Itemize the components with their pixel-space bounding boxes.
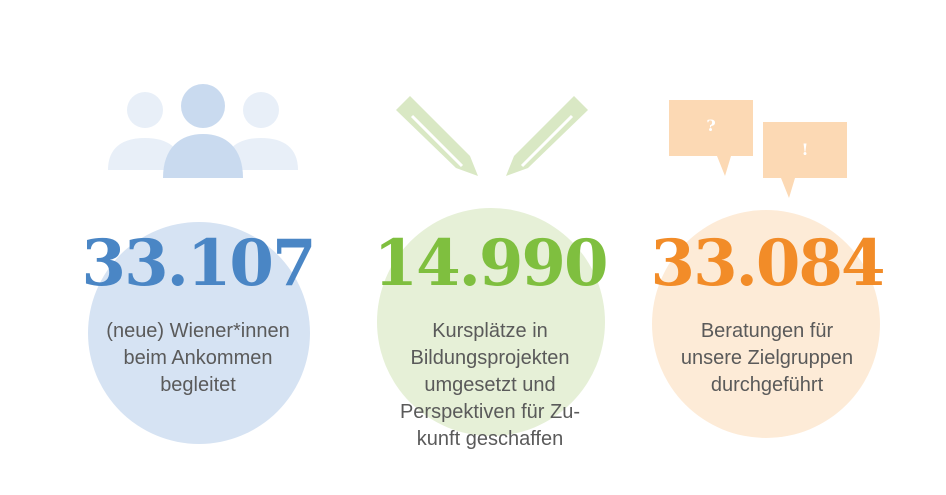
people-icon — [108, 84, 298, 178]
description-line: umgesetzt und — [424, 374, 556, 396]
description-line: Perspektiven für Zu- — [399, 401, 581, 423]
question-mark-glyph: ? — [706, 116, 716, 135]
stat-number: 33.107 — [81, 226, 317, 301]
description-line: begleitet — [160, 374, 236, 396]
description-line: Beratungen für — [700, 320, 834, 342]
description-line: (neue) Wiener*innen — [106, 320, 290, 342]
stat-circle-courses — [377, 208, 605, 436]
stat-number: 14.990 — [373, 226, 609, 301]
exclamation-mark-glyph: ! — [801, 140, 809, 159]
pencils-icon — [396, 96, 588, 176]
description-line: Kursplätze in — [432, 320, 548, 342]
description-line: Bildungsprojekten — [410, 347, 570, 369]
stat-consultations: ? ! 33.084 Beratungen für unsere Zielgru… — [617, 0, 917, 495]
stat-description: (neue) Wiener*innen beim Ankommen beglei… — [48, 318, 348, 399]
description-line: kunft geschaffen — [416, 428, 564, 450]
stat-description: Beratungen für unsere Zielgruppen durchg… — [617, 318, 917, 399]
stat-people: 33.107 (neue) Wiener*innen beim Ankommen… — [48, 0, 348, 495]
description-line: beim Ankommen — [123, 347, 273, 369]
speech-bubbles-icon: ? ! — [669, 100, 849, 200]
stat-description: Kursplätze in Bildungsprojekten umgesetz… — [340, 318, 640, 453]
description-line: durchgeführt — [710, 374, 824, 396]
stat-circle-consultations — [652, 210, 880, 438]
stat-number: 33.084 — [650, 226, 886, 301]
stat-courses: 14.990 Kursplätze in Bildungsprojekten u… — [340, 0, 640, 495]
description-line: unsere Zielgruppen — [680, 347, 854, 369]
stat-circle-people — [88, 222, 310, 444]
